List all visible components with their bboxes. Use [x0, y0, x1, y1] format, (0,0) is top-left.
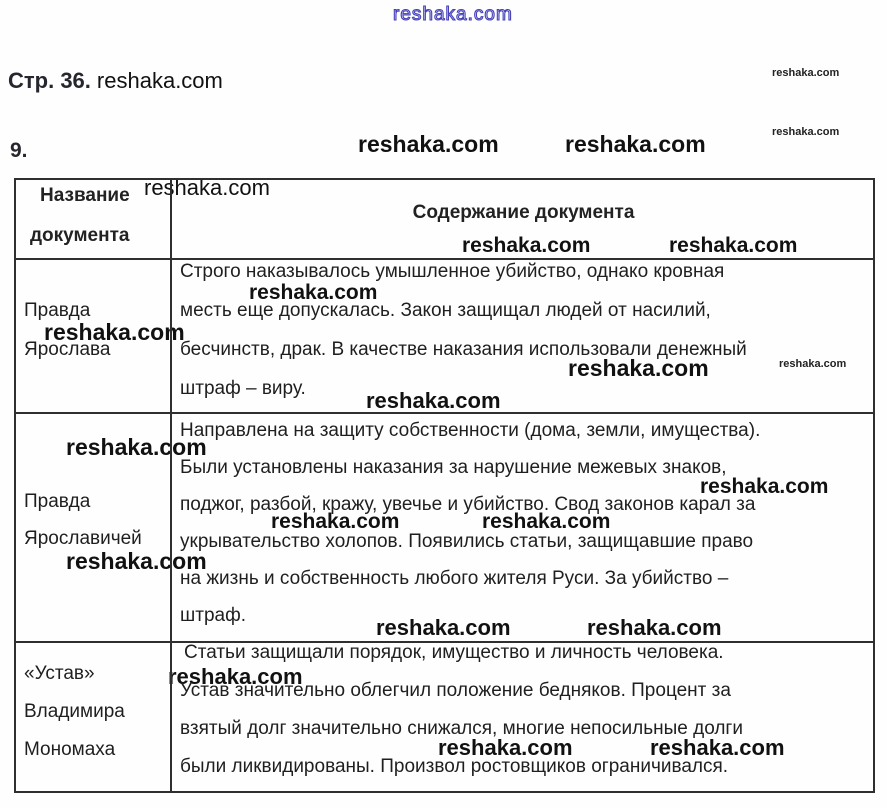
document-content-line: поджог, разбой, кражу, увечье и убийство…: [180, 494, 756, 515]
document-content-line: были ликвидированы. Произвол ростовщиков…: [180, 756, 729, 777]
document-content-line: Устав значительно облегчил положение бед…: [180, 680, 731, 701]
document-content-line: на жизнь и собственность любого жителя Р…: [180, 568, 729, 589]
watermark: reshaka.com: [650, 735, 785, 760]
watermark: reshaka.com: [44, 319, 185, 345]
document-content-line: укрывательство холопов. Появились статьи…: [180, 531, 754, 552]
watermark: reshaka.com: [568, 355, 709, 381]
document-name-line: «Устав»: [24, 663, 95, 684]
watermark: reshaka.com: [565, 131, 706, 157]
document-content-line: штраф.: [180, 605, 246, 626]
watermark: reshaka.com: [772, 126, 840, 138]
watermark: reshaka.com: [438, 735, 573, 760]
question-number: 9.: [10, 139, 28, 162]
table-row-divider: [14, 412, 875, 414]
watermark: reshaka.com: [669, 234, 798, 257]
document-content-line: Были установлены наказания за нарушение …: [180, 457, 727, 478]
watermark-outline: reshaka.com: [392, 4, 513, 25]
name-column-header: документа: [30, 225, 130, 246]
document-content-line: месть еще допускалась. Закон защищал люд…: [180, 300, 711, 321]
document-name-line: Правда: [24, 491, 91, 512]
watermark: reshaka.com: [482, 510, 611, 533]
watermark: reshaka.com: [96, 68, 223, 93]
watermark: reshaka.com: [376, 615, 511, 640]
document-content-line: бесчинств, драк. В качестве наказания ис…: [180, 339, 747, 360]
name-column-header: Название: [40, 185, 130, 206]
document-content-line: Статьи защищали порядок, имущество и лич…: [184, 642, 724, 663]
watermark: reshaka.com: [772, 67, 840, 79]
document-content-line: Строго наказывалось умышленное убийство,…: [180, 261, 725, 282]
table-column-divider: [170, 178, 172, 793]
answer-table: [14, 178, 875, 793]
watermark: reshaka.com: [144, 175, 270, 200]
document-content-line: взятый долг значительно снижался, многие…: [180, 718, 743, 739]
watermark: reshaka.com: [168, 664, 303, 689]
table-row-divider: [14, 641, 875, 643]
document-content-line: штраф – виру.: [180, 378, 306, 399]
watermark: reshaka.com: [779, 358, 847, 370]
table-row-divider: [14, 258, 875, 260]
content-column-header: Содержание документа: [412, 202, 635, 223]
document-content-line: Направлена на защиту собственности (дома…: [180, 420, 761, 441]
watermark: reshaka.com: [271, 510, 400, 533]
page-header: Стр. 36. reshaka.com: [8, 70, 223, 92]
watermark: reshaka.com: [358, 131, 499, 157]
page-number-label: Стр. 36.: [8, 68, 91, 93]
watermark: reshaka.com: [462, 234, 591, 257]
watermark: reshaka.com: [587, 615, 722, 640]
document-name-line: Правда: [24, 300, 91, 321]
document-name-line: Ярославичей: [24, 528, 142, 549]
document-name-line: Владимира: [24, 701, 125, 722]
watermark: reshaka.com: [366, 388, 501, 413]
document-name-line: Мономаха: [24, 739, 116, 760]
document-name-line: Ярослава: [24, 339, 111, 360]
watermark: reshaka.com: [249, 281, 378, 304]
watermark: reshaka.com: [700, 475, 829, 498]
